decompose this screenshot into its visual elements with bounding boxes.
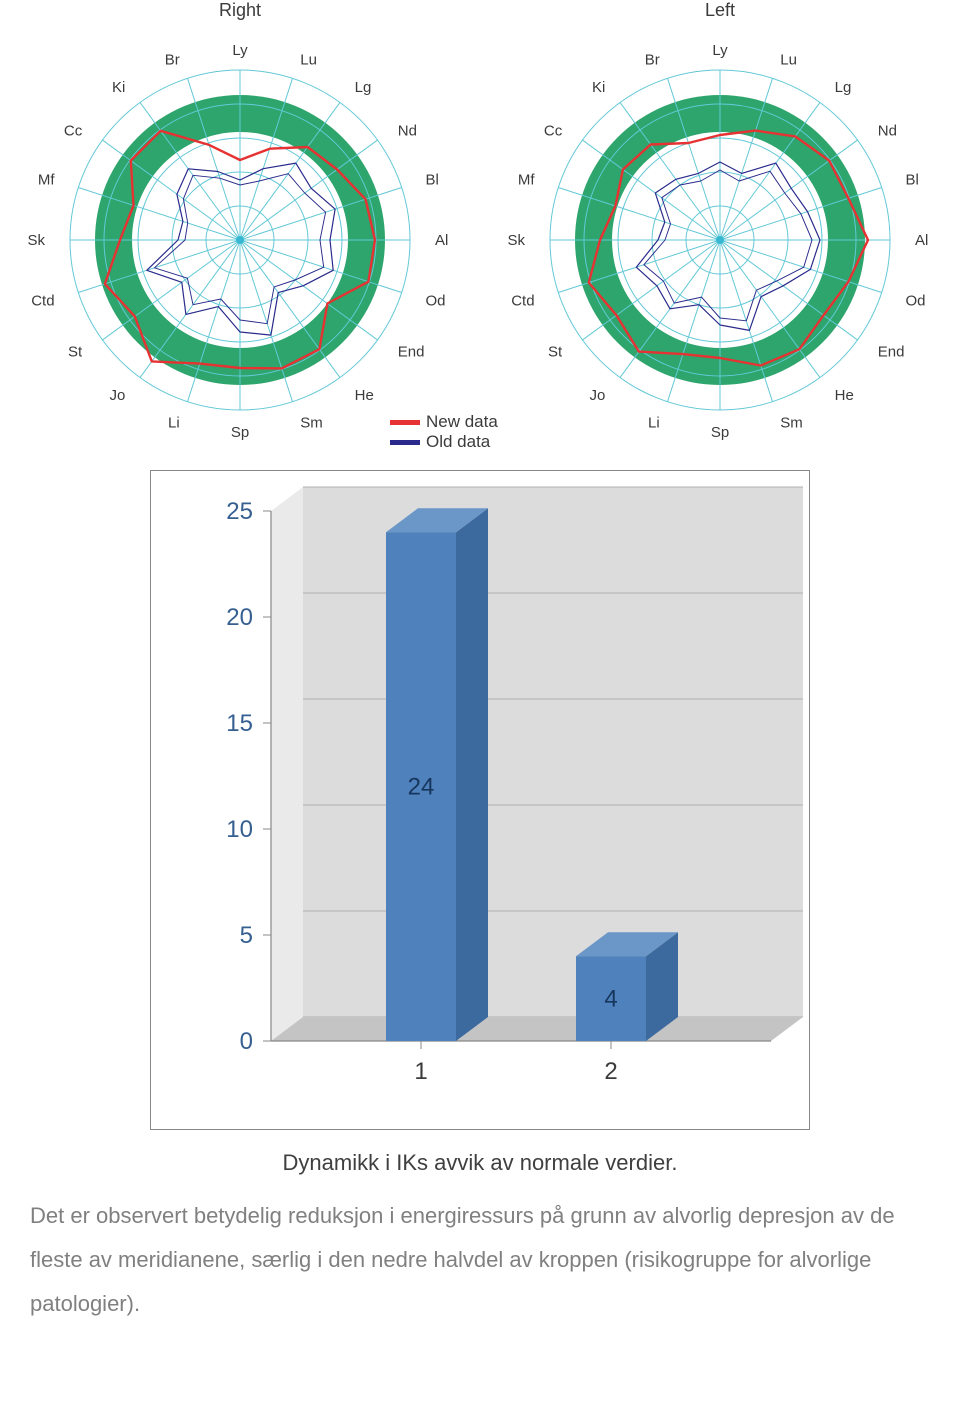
legend-new-swatch [390,420,420,425]
radar-right: Right Ly Lu Lg Nd Bl Al Od End He Sm Sp Li Jo St Ctd Sk M… [10,0,470,470]
legend-old-label: Old data [426,432,490,452]
svg-text:4: 4 [604,986,617,1013]
radar-legend: New data Old data [390,412,498,452]
bar-chart-svg: 0 5 10 15 20 25 24 1 4 2 [151,471,811,1131]
svg-text:Sk: Sk [27,232,45,249]
radar-left: Left Ly Lu Lg Nd Bl Al Od End He Sm Sp Li Jo St Ctd Sk Mf… [490,0,950,470]
svg-text:Cc: Cc [544,122,563,139]
svg-text:Ki: Ki [592,79,605,96]
radar-left-svg: Left Ly Lu Lg Nd Bl Al Od End He Sm Sp Li Jo St Ctd Sk Mf… [490,0,950,470]
svg-text:Od: Od [905,292,925,309]
svg-text:St: St [548,344,563,361]
svg-text:Sp: Sp [231,424,249,441]
svg-text:Cc: Cc [64,122,83,139]
svg-text:20: 20 [226,604,253,631]
svg-text:Jo: Jo [110,387,126,404]
svg-text:Nd: Nd [878,122,897,139]
svg-text:Sp: Sp [711,424,729,441]
legend-old: Old data [390,432,498,452]
svg-text:Lu: Lu [300,52,317,69]
svg-text:Od: Od [425,292,445,309]
svg-text:Mf: Mf [38,172,55,189]
svg-text:Right: Right [219,0,261,20]
svg-text:Mf: Mf [518,172,535,189]
svg-text:Ly: Ly [232,42,248,59]
svg-text:Sm: Sm [780,414,803,431]
svg-text:He: He [355,387,374,404]
svg-text:1: 1 [414,1058,427,1085]
svg-text:2: 2 [604,1058,617,1085]
body-text: Det er observert betydelig reduksjon i e… [30,1194,930,1326]
svg-text:Sm: Sm [300,414,323,431]
svg-text:Lu: Lu [780,52,797,69]
svg-text:He: He [835,387,854,404]
text-block: Dynamikk i IKs avvik av normale verdier.… [0,1130,960,1356]
bar-chart-frame: 0 5 10 15 20 25 24 1 4 2 [150,470,810,1130]
legend-new: New data [390,412,498,432]
svg-text:Br: Br [165,52,180,69]
svg-text:Br: Br [645,52,660,69]
svg-text:End: End [878,344,905,361]
svg-text:End: End [398,344,425,361]
svg-text:Ly: Ly [712,42,728,59]
svg-text:25: 25 [226,498,253,525]
svg-text:Al: Al [915,232,928,249]
svg-text:0: 0 [240,1028,253,1055]
svg-text:Li: Li [168,414,180,431]
svg-text:Ctd: Ctd [511,292,534,309]
svg-text:Ki: Ki [112,79,125,96]
radar-right-svg: Right Ly Lu Lg Nd Bl Al Od End He Sm Sp Li Jo St Ctd Sk M… [10,0,470,470]
svg-text:Al: Al [435,232,448,249]
svg-text:5: 5 [240,922,253,949]
svg-text:Bl: Bl [905,172,918,189]
caption: Dynamikk i IKs avvik av normale verdier. [30,1150,930,1176]
svg-text:Left: Left [705,0,735,20]
svg-text:Lg: Lg [355,79,372,96]
svg-text:24: 24 [408,774,435,801]
svg-text:Ctd: Ctd [31,292,54,309]
svg-text:Sk: Sk [507,232,525,249]
svg-text:St: St [68,344,83,361]
radar-row: Right Ly Lu Lg Nd Bl Al Od End He Sm Sp Li Jo St Ctd Sk M… [0,0,960,470]
svg-text:10: 10 [226,816,253,843]
svg-text:Lg: Lg [835,79,852,96]
svg-text:Nd: Nd [398,122,417,139]
svg-text:Bl: Bl [425,172,438,189]
svg-text:Li: Li [648,414,660,431]
legend-new-label: New data [426,412,498,432]
legend-old-swatch [390,440,420,445]
svg-text:15: 15 [226,710,253,737]
svg-text:Jo: Jo [590,387,606,404]
